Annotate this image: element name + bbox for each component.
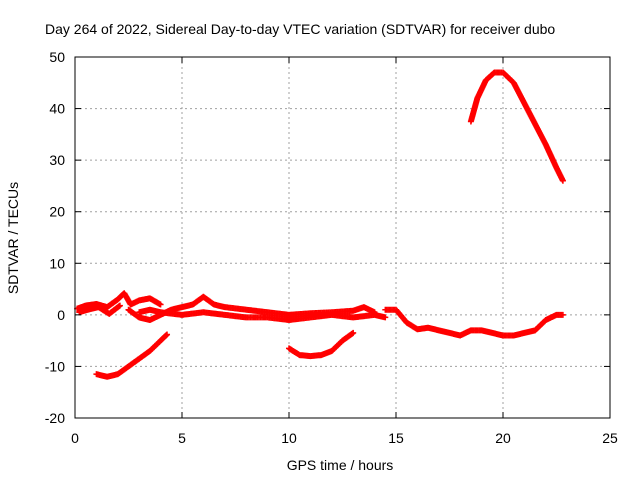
y-tick-label: 30 [49,152,65,168]
x-tick-label: 25 [602,430,618,446]
y-tick-label: 20 [49,204,65,220]
data-markers [74,69,566,380]
data-point [350,329,357,336]
data-point [116,302,123,309]
y-axis-label: SDTVAR / TECUs [5,182,21,294]
y-tick-label: 0 [57,307,65,323]
series-arc-2 [76,302,123,317]
y-tick-label: -20 [45,410,65,426]
series-arc-1 [74,290,164,312]
series-arc-5 [136,306,389,324]
series-arc-6 [286,329,357,360]
series-arc-7 [382,306,566,339]
x-tick-label: 5 [178,430,186,446]
y-tick-label: 40 [49,101,65,117]
series-arc-3 [93,331,171,380]
x-tick-label: 20 [495,430,511,446]
series-arc-4 [125,293,378,324]
y-tick-labels: -20 -10 0 10 20 30 40 50 [45,49,65,426]
y-tick-label: -10 [45,358,65,374]
x-axis-label: GPS time / hours [287,457,394,473]
chart-title: Day 264 of 2022, Sidereal Day-to-day VTE… [45,21,555,37]
series-arc-8 [467,69,566,184]
x-tick-label: 10 [281,430,297,446]
data-point [157,301,164,308]
grid [75,57,610,418]
y-tick-label: 50 [49,49,65,65]
x-tick-label: 15 [388,430,404,446]
plot-frame [74,56,611,419]
x-tick-label: 0 [71,430,79,446]
data-point [382,314,389,321]
y-tick-label: 10 [49,255,65,271]
data-point [559,311,566,318]
data-point [559,177,566,184]
x-tick-labels: 0 5 10 15 20 25 [71,430,618,446]
axis-ticks [74,56,611,419]
data-point [164,331,171,338]
